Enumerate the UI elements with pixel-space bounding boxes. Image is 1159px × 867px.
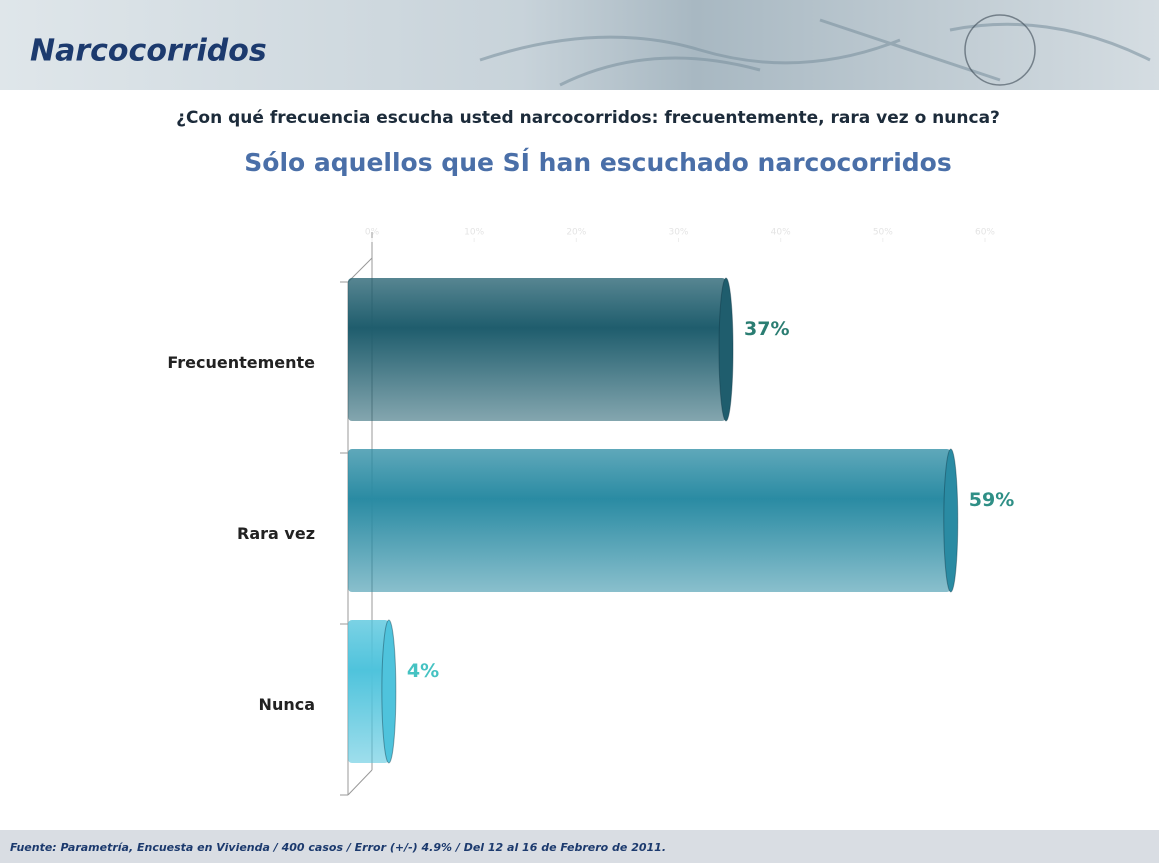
x-tick-label: 50% bbox=[873, 228, 893, 238]
category-label: Nunca bbox=[259, 695, 315, 714]
bar-cap bbox=[719, 278, 733, 421]
value-label: 4% bbox=[407, 660, 439, 682]
bar bbox=[348, 449, 951, 592]
chart-subtitle: ¿Con qué frecuencia escucha usted narcoc… bbox=[176, 108, 1000, 128]
x-tick-label: 20% bbox=[566, 228, 586, 238]
chart-title: Sólo aquellos que SÍ han escuchado narco… bbox=[244, 148, 951, 177]
bar-cap bbox=[382, 620, 396, 763]
x-tick-label: 0% bbox=[365, 228, 380, 238]
slide: Narcocorridos ¿Con qué frecuencia escuch… bbox=[0, 0, 1159, 863]
bar-cap bbox=[944, 449, 958, 592]
x-tick-label: 40% bbox=[771, 228, 791, 238]
header-title: Narcocorridos bbox=[30, 34, 267, 69]
axis-depth bbox=[348, 770, 372, 795]
value-label: 37% bbox=[744, 318, 789, 340]
category-label: Frecuentemente bbox=[167, 353, 315, 372]
x-tick-label: 60% bbox=[975, 228, 995, 238]
footer-source: Fuente: Parametría, Encuesta en Vivienda… bbox=[10, 841, 666, 854]
x-tick-label: 30% bbox=[668, 228, 688, 238]
x-tick-label: 10% bbox=[464, 228, 484, 238]
value-label: 59% bbox=[969, 489, 1014, 511]
category-label: Rara vez bbox=[237, 524, 315, 543]
bar bbox=[348, 278, 726, 421]
